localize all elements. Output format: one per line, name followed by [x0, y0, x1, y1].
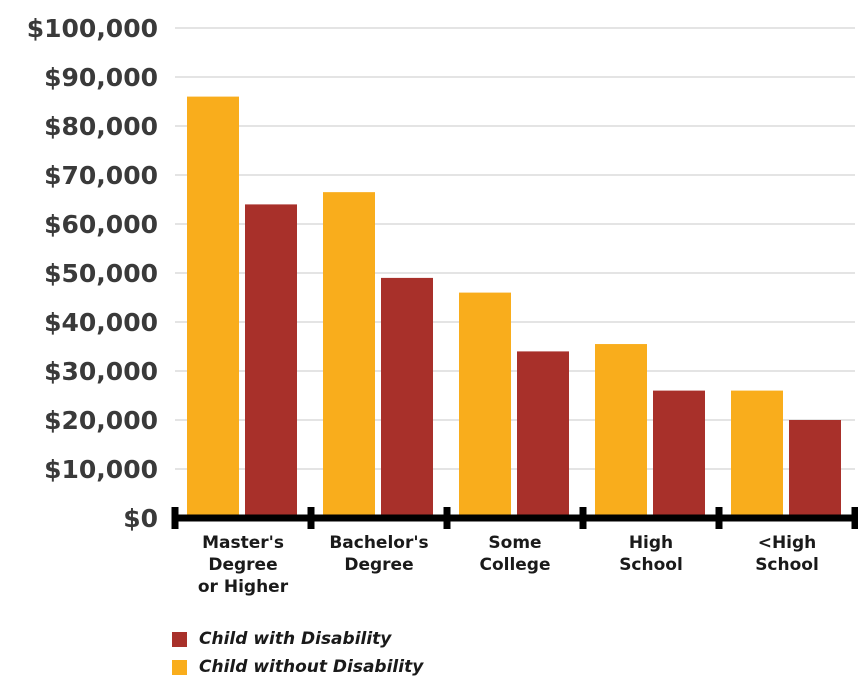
legend-label: Child without Disability: [199, 657, 424, 677]
bar-with-disability: [245, 204, 297, 518]
y-tick-label: $60,000: [44, 210, 158, 239]
y-tick-label: $40,000: [44, 308, 158, 337]
y-tick-label: $90,000: [44, 63, 158, 92]
bar-without-disability: [731, 390, 783, 518]
x-axis-tick-labels: Master's Degree or Higher Bachelor's Degree S…: [198, 533, 819, 597]
bar-without-disability: [323, 192, 375, 518]
bar-without-disability: [459, 292, 511, 518]
x-tick-label: Master's Degree or Higher: [198, 533, 289, 597]
y-tick-label: $50,000: [44, 259, 158, 288]
y-tick-label: $80,000: [44, 112, 158, 141]
legend: Child with Disability Child without Disa…: [172, 625, 423, 681]
x-tick-label: Bachelor's Degree: [329, 533, 428, 575]
y-tick-label: $70,000: [44, 161, 158, 190]
y-tick-label: $0: [123, 504, 158, 533]
legend-entry-without-disability: Child without Disability: [172, 653, 423, 681]
legend-label: Child with Disability: [199, 629, 392, 649]
legend-swatch: [172, 631, 187, 647]
x-axis: [171, 507, 858, 529]
x-tick-label: <High School: [755, 533, 819, 575]
y-tick-label: $20,000: [44, 406, 158, 435]
bar-with-disability: [517, 351, 569, 518]
y-tick-label: $30,000: [44, 357, 158, 386]
bar-with-disability: [653, 390, 705, 518]
bar-with-disability: [381, 277, 433, 518]
legend-entry-with-disability: Child with Disability: [172, 625, 423, 653]
bar-with-disability: [789, 420, 841, 518]
bar-without-disability: [595, 344, 647, 518]
bars: [187, 96, 841, 518]
y-axis-tick-labels: $0 $10,000 $20,000 $30,000 $40,000 $50,000 $60…: [27, 14, 158, 533]
legend-swatch: [172, 659, 187, 675]
y-tick-label: $100,000: [27, 14, 158, 43]
bar-without-disability: [187, 96, 239, 518]
x-tick-label: Some College: [479, 533, 550, 575]
y-tick-label: $10,000: [44, 455, 158, 484]
x-tick-label: High School: [619, 533, 683, 575]
